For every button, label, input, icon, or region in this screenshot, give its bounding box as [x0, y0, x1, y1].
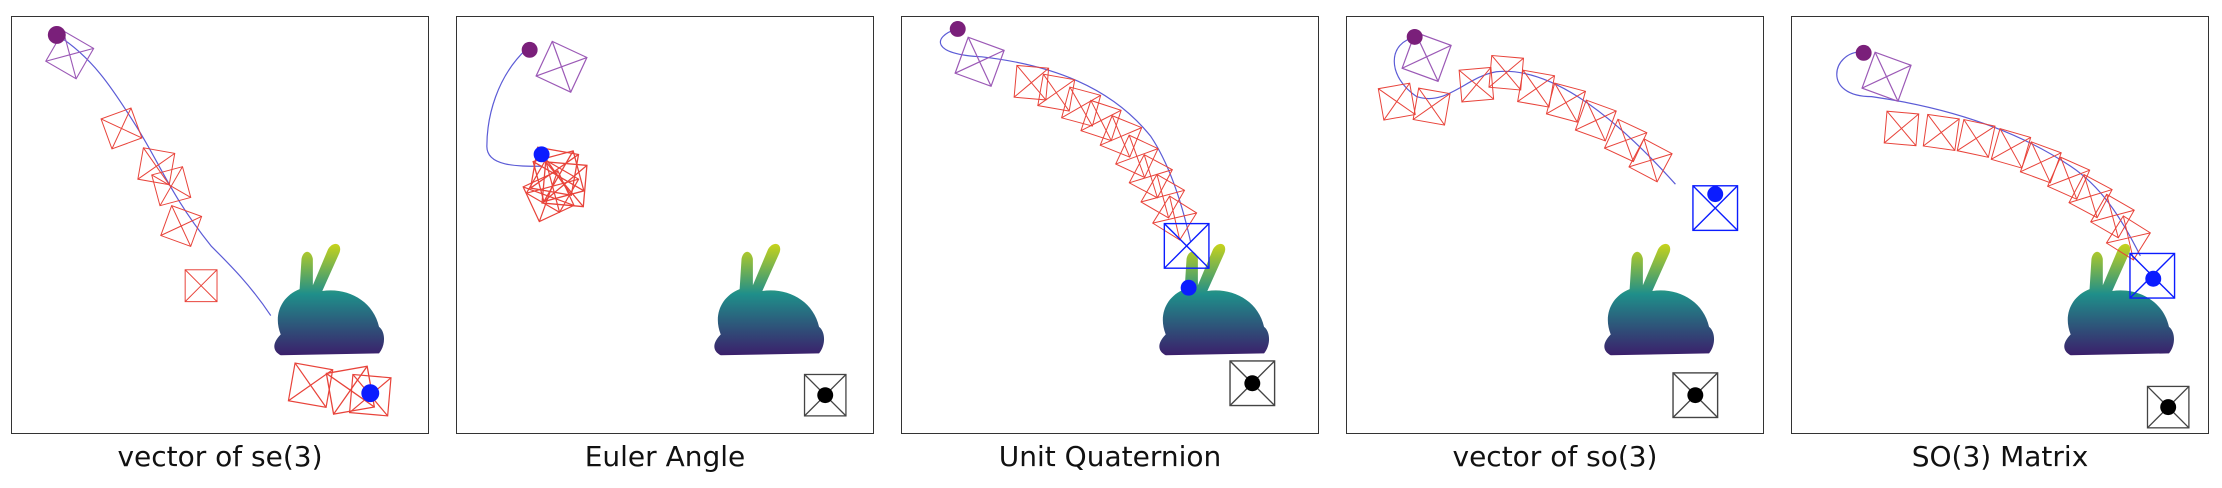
trajectory-plot-so3-matrix — [1836, 44, 2190, 429]
path-line — [939, 28, 1192, 243]
target-point-icon — [2160, 399, 2177, 416]
caption-quaternion: Unit Quaternion — [998, 440, 1222, 473]
start-point-icon — [1406, 28, 1423, 45]
trajectory-plot-so3-vector — [1377, 28, 1739, 419]
trajectory-plot-euler — [486, 40, 847, 417]
start-point-icon — [47, 25, 66, 44]
panel-se3 — [11, 16, 429, 434]
end-point-icon — [1707, 186, 1724, 203]
path-line — [1393, 36, 1676, 185]
panel-so3-vector — [1346, 16, 1764, 434]
trajectory-plot-se3 — [45, 25, 392, 417]
panel-euler — [456, 16, 874, 434]
path-line — [56, 34, 272, 316]
end-point-icon — [361, 384, 380, 403]
target-point-icon — [1687, 387, 1704, 404]
frames-red — [45, 30, 392, 417]
frames-red — [522, 40, 588, 223]
trajectory-plot-quaternion — [939, 20, 1276, 407]
target-point-icon — [1244, 375, 1261, 392]
start-point-icon — [1855, 44, 1872, 61]
frames-red — [954, 36, 1198, 241]
caption-so3-vector: vector of so(3) — [1452, 440, 1658, 473]
caption-so3-matrix: SO(3) Matrix — [1911, 440, 2089, 473]
caption-se3: vector of se(3) — [117, 440, 323, 473]
frames-red — [1861, 51, 2151, 261]
path-line — [1836, 51, 2141, 257]
end-point-icon — [533, 146, 550, 163]
bunny-mesh-icon — [274, 243, 385, 356]
end-point-icon — [1180, 279, 1197, 296]
end-point-icon — [2145, 270, 2162, 287]
target-point-icon — [817, 387, 834, 404]
bunny-mesh-icon — [1604, 243, 1715, 356]
caption-euler: Euler Angle — [584, 440, 746, 473]
panel-quaternion — [901, 16, 1319, 434]
start-point-icon — [521, 41, 538, 58]
bunny-mesh-icon — [1159, 243, 1270, 356]
path-line — [486, 48, 542, 167]
frames-red — [1377, 31, 1673, 183]
bunny-mesh-icon — [714, 243, 825, 356]
bunny-mesh-icon — [2064, 243, 2174, 356]
start-point-icon — [949, 20, 966, 37]
panel-so3-matrix — [1791, 16, 2209, 434]
